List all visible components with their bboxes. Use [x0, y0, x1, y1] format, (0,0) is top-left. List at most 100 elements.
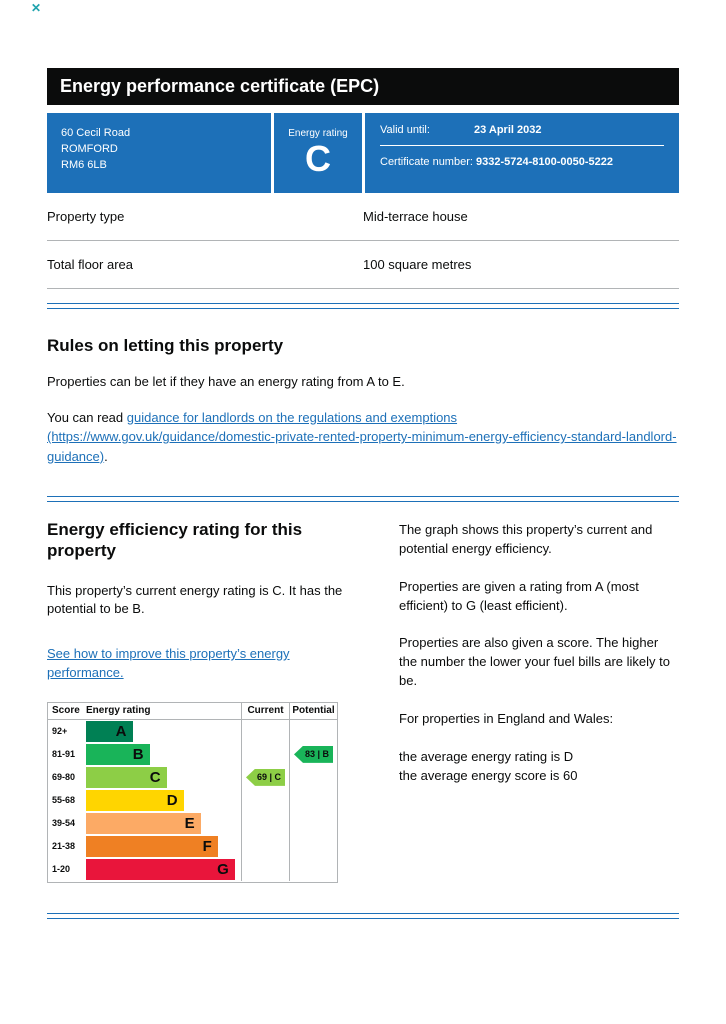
document-title-bar: Energy performance certificate (EPC)	[47, 68, 679, 105]
epc-rating-chart: Score Energy rating Current Potential 92…	[47, 701, 338, 883]
potential-rating-marker: 83 | B	[293, 745, 334, 763]
section-divider	[47, 496, 679, 502]
explanation-paragraph: Properties are given a rating from A (mo…	[399, 578, 639, 613]
epc-current-cell	[241, 788, 289, 812]
epc-current-cell	[241, 857, 289, 881]
epc-band-bar-area: E	[86, 812, 241, 835]
average-rating-text: the average energy rating is D	[399, 748, 574, 764]
epc-band-bar-area: A	[86, 720, 241, 743]
banner-divider	[380, 145, 664, 146]
valid-until-date: 23 April 2032	[474, 124, 542, 136]
energy-rating-label: Energy rating	[288, 127, 348, 139]
certificate-number: 9332-5724-8100-0050-5222	[476, 156, 614, 168]
epc-band-score: 69-80	[52, 772, 76, 783]
table-row: Total floor area 100 square metres	[47, 241, 679, 289]
address-line-2: ROMFORD	[61, 142, 118, 155]
epc-band-row: 81-91 B 83 | B	[48, 742, 337, 766]
epc-band-bar-b: B	[86, 743, 150, 765]
current-rating-marker: 69 | C	[245, 768, 286, 786]
rules-section: Rules on letting this property Propertie…	[47, 336, 679, 466]
epc-band-row: 92+ A	[48, 719, 337, 743]
epc-summary-banner: 60 Cecil Road ROMFORD RM6 6LB Energy rat…	[47, 113, 679, 193]
epc-band-score: 39-54	[52, 818, 76, 829]
epc-potential-cell	[289, 765, 337, 789]
rating-summary-text: This property’s current energy rating is…	[47, 582, 343, 617]
energy-rating-value: C	[305, 137, 331, 179]
potential-column-header: Potential	[289, 702, 337, 719]
page-title: Energy performance certificate (EPC)	[60, 76, 380, 96]
landlord-guidance-link[interactable]: guidance for landlords on the regulation…	[126, 409, 458, 425]
property-type-value: Mid-terrace house	[363, 209, 468, 224]
certificate-validity-box: Valid until: 23 April 2032 Certificate n…	[365, 113, 679, 193]
table-row: Property type Mid-terrace house	[47, 193, 679, 241]
epc-potential-cell: 83 | B	[289, 742, 337, 766]
landlord-guidance-url-link[interactable]: (https://www.gov.uk/guidance/domestic-pr…	[47, 429, 677, 464]
epc-band-letter: A	[115, 722, 127, 740]
epc-band-letter: D	[166, 791, 178, 809]
epc-band-row: 1-20 G	[48, 857, 337, 881]
epc-band-score: 21-38	[52, 841, 76, 852]
property-details: Property type Mid-terrace house Total fl…	[47, 193, 679, 289]
epc-chart-header: Score Energy rating Current Potential	[48, 702, 337, 720]
energy-rating-box: Energy rating C	[274, 113, 362, 193]
epc-current-cell: 69 | C	[241, 765, 289, 789]
score-column-header: Score	[52, 705, 80, 717]
explanation-paragraph: Properties are also given a score. The h…	[399, 635, 670, 689]
epc-band-letter: B	[132, 745, 144, 763]
rules-guidance-paragraph: You can read guidance for landlords on t…	[47, 408, 679, 467]
epc-current-cell	[241, 719, 289, 743]
epc-band-letter: G	[217, 860, 229, 878]
epc-band-score: 55-68	[52, 795, 76, 806]
explanation-column: The graph shows this property’s current …	[399, 519, 679, 883]
epc-band-bar-area: C	[86, 766, 241, 789]
certificate-number-label: Certificate number:	[380, 156, 473, 168]
epc-band-letter: C	[149, 768, 161, 786]
epc-band-score: 92+	[52, 726, 68, 737]
epc-current-cell	[241, 834, 289, 858]
epc-band-bar-area: G	[86, 858, 241, 881]
average-score-text: the average energy score is 60	[399, 767, 578, 783]
improve-property-link[interactable]: See how to improve this property’s energ…	[47, 646, 290, 681]
epc-band-bar-e: E	[86, 812, 201, 834]
epc-potential-cell	[289, 857, 337, 881]
close-icon[interactable]: ✕	[31, 1, 42, 15]
epc-potential-cell	[289, 811, 337, 835]
epc-potential-cell	[289, 834, 337, 858]
epc-potential-cell	[289, 788, 337, 812]
epc-band-row: 69-80 C 69 | C	[48, 765, 337, 789]
epc-band-bar-f: F	[86, 835, 218, 857]
explanation-paragraph: The graph shows this property’s current …	[399, 522, 653, 556]
section-divider	[47, 912, 679, 919]
epc-document: Energy performance certificate (EPC) 60 …	[47, 68, 679, 919]
floor-area-label: Total floor area	[47, 257, 133, 272]
epc-band-score: 81-91	[52, 749, 76, 760]
rating-column: Energy efficiency rating for this proper…	[47, 519, 347, 883]
rules-heading: Rules on letting this property	[47, 336, 284, 355]
epc-current-cell	[241, 742, 289, 766]
valid-until-label: Valid until:	[380, 124, 430, 136]
energy-efficiency-section: Energy efficiency rating for this proper…	[47, 519, 679, 883]
epc-potential-cell	[289, 719, 337, 743]
epc-band-letter: E	[184, 814, 195, 832]
epc-band-bar-area: F	[86, 835, 241, 858]
epc-band-bar-area: D	[86, 789, 241, 812]
epc-band-row: 39-54 E	[48, 811, 337, 835]
epc-band-score: 1-20	[52, 864, 71, 875]
rating-heading: Energy efficiency rating for this proper…	[47, 520, 303, 561]
explanation-paragraph: For properties in England and Wales:	[399, 710, 614, 726]
floor-area-value: 100 square metres	[363, 257, 472, 272]
epc-current-cell	[241, 811, 289, 835]
section-divider	[47, 303, 679, 309]
epc-band-bar-d: D	[86, 789, 184, 811]
property-type-label: Property type	[47, 209, 125, 224]
address-line-1: 60 Cecil Road	[61, 127, 131, 139]
epc-band-bar-c: C	[86, 766, 167, 788]
epc-band-row: 55-68 D	[48, 788, 337, 812]
epc-band-bar-g: G	[86, 858, 235, 880]
epc-chart-rows: 92+ A 81-91 B 83 | B 69-80 C 69 | C 55-68 D 39-54 E…	[48, 719, 337, 881]
epc-band-bar-a: A	[86, 720, 133, 742]
guidance-text-suffix: .	[104, 448, 108, 464]
epc-band-row: 21-38 F	[48, 834, 337, 858]
energy-rating-column-header: Energy rating	[86, 705, 151, 717]
address-line-3: RM6 6LB	[61, 158, 107, 171]
